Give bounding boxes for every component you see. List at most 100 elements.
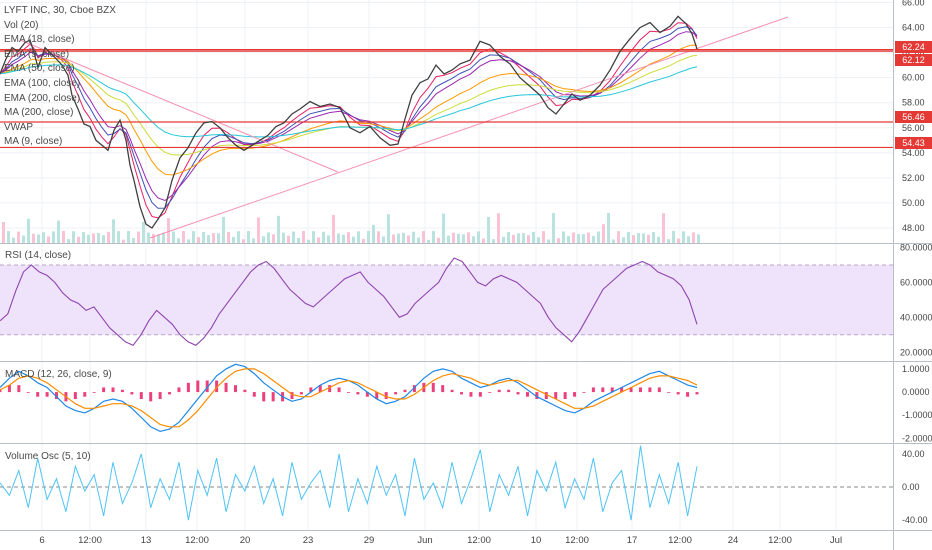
macd-histogram-bar <box>309 387 313 393</box>
macd-histogram-bar <box>450 389 454 393</box>
overlay-label[interactable]: EMA (9, close) <box>4 48 70 60</box>
volume-bar <box>27 218 30 243</box>
volume-bar <box>522 233 525 243</box>
volume-bar <box>157 234 160 243</box>
volume-bar <box>187 239 190 243</box>
volume-bar <box>377 231 380 243</box>
macd-histogram-bar <box>337 387 341 393</box>
volume-bar <box>7 231 10 243</box>
volume-bar <box>387 214 390 243</box>
macd-histogram-bar <box>158 392 162 400</box>
price-tag: 56.46 <box>895 111 932 123</box>
macd-histogram-bar <box>591 387 595 393</box>
volume-bar <box>567 235 570 243</box>
rsi-band <box>0 264 893 335</box>
x-tick-label: 23 <box>303 535 314 546</box>
horizontal-levels <box>0 49 893 149</box>
overlay-label[interactable]: EMA (50, close) <box>4 63 75 75</box>
price-close-line <box>0 15 698 229</box>
moving-average-line <box>0 31 698 202</box>
volume-bar <box>177 238 180 243</box>
volume-bar <box>622 237 625 243</box>
macd-histogram-bar <box>620 387 624 393</box>
macd-signal-line <box>0 368 698 428</box>
overlay-label[interactable]: Vol (20) <box>4 19 39 31</box>
x-tick-label: 12:00 <box>768 535 792 546</box>
volume-bar <box>207 235 210 243</box>
volume-bars <box>2 213 700 243</box>
volume-bar <box>242 239 245 243</box>
macd-histogram-bar <box>535 392 539 400</box>
volume-bar <box>337 233 340 243</box>
volume-bar <box>467 232 470 243</box>
rsi-label[interactable]: RSI (14, close) <box>5 250 72 261</box>
volume-bar <box>532 231 535 243</box>
macd-histogram-bar <box>573 392 577 397</box>
x-tick-label: 12:00 <box>467 535 491 546</box>
price-axis-tick-label: 54.00 <box>902 148 925 158</box>
volume-bar <box>652 232 655 243</box>
volume-bar <box>57 220 60 243</box>
macd-histogram-bar <box>139 392 143 400</box>
macd-histogram-bar <box>290 392 294 400</box>
macd-histogram-bar <box>130 392 134 395</box>
volume-bar <box>412 231 415 243</box>
macd-histogram-bar <box>469 392 473 397</box>
volume-bar <box>537 237 540 243</box>
symbol-title[interactable]: LYFT INC, 30, Cboe BZX <box>4 5 116 16</box>
price-tag: 54.43 <box>895 137 932 149</box>
macd-histogram-bar <box>271 392 275 402</box>
volume-bar <box>312 231 315 243</box>
macd-histogram-bar <box>582 392 586 393</box>
volume-bar <box>287 235 290 243</box>
volume-bar <box>477 231 480 243</box>
macd-histogram-bar <box>328 385 332 393</box>
price-series <box>0 15 698 229</box>
macd-histogram-bar <box>394 392 398 395</box>
overlay-label[interactable]: EMA (200, close) <box>4 92 81 104</box>
overlay-label[interactable]: VWAP <box>4 121 34 133</box>
macd-histogram-bar <box>36 392 40 397</box>
volume-bar <box>527 235 530 243</box>
volume-bar <box>552 213 555 243</box>
overlay-label[interactable]: MA (9, close) <box>4 136 63 148</box>
volume-bar <box>482 238 485 243</box>
volume-bar <box>422 231 425 243</box>
x-tick-label: 10 <box>531 535 542 546</box>
volume-bar <box>172 231 175 243</box>
volume-bar <box>577 234 580 243</box>
volume-bar <box>487 217 490 243</box>
volume-bar <box>607 213 610 243</box>
overlay-label[interactable]: EMA (100, close) <box>4 77 81 89</box>
macd-histogram-bar <box>601 387 605 393</box>
volume-osc-line <box>0 445 698 521</box>
volume-bar <box>557 238 560 243</box>
macd-histogram-bar <box>102 387 106 393</box>
volume-bar <box>77 236 80 243</box>
volume-bar <box>62 231 65 243</box>
volume-bar <box>152 233 155 243</box>
overlay-label[interactable]: MA (200, close) <box>4 107 74 119</box>
volume-bar <box>667 239 670 243</box>
macd-histogram-bar <box>638 387 642 393</box>
volume-bar <box>227 231 230 243</box>
macd-histogram-bar <box>233 385 237 393</box>
macd-histogram-bar <box>667 392 671 393</box>
volume-osc-label[interactable]: Volume Osc (5, 10) <box>5 451 91 462</box>
volume-bar <box>237 231 240 243</box>
overlay-label[interactable]: EMA (18, close) <box>4 34 75 46</box>
macd-histogram-bar <box>205 380 209 393</box>
macd-histogram-bar <box>243 389 247 393</box>
volume-bar <box>592 235 595 243</box>
macd-histogram-bar <box>629 387 633 393</box>
macd-label[interactable]: MACD (12, 26, close, 9) <box>5 369 112 380</box>
macd-histogram-bar <box>111 387 115 393</box>
volume-bar <box>512 234 515 243</box>
moving-average-lines <box>0 22 698 219</box>
macd-histogram-bar <box>554 392 558 400</box>
volume-bar <box>417 237 420 243</box>
macd-histogram-bar <box>92 392 96 393</box>
volume-bar <box>122 239 125 243</box>
x-tick-label: Jul <box>830 535 842 546</box>
